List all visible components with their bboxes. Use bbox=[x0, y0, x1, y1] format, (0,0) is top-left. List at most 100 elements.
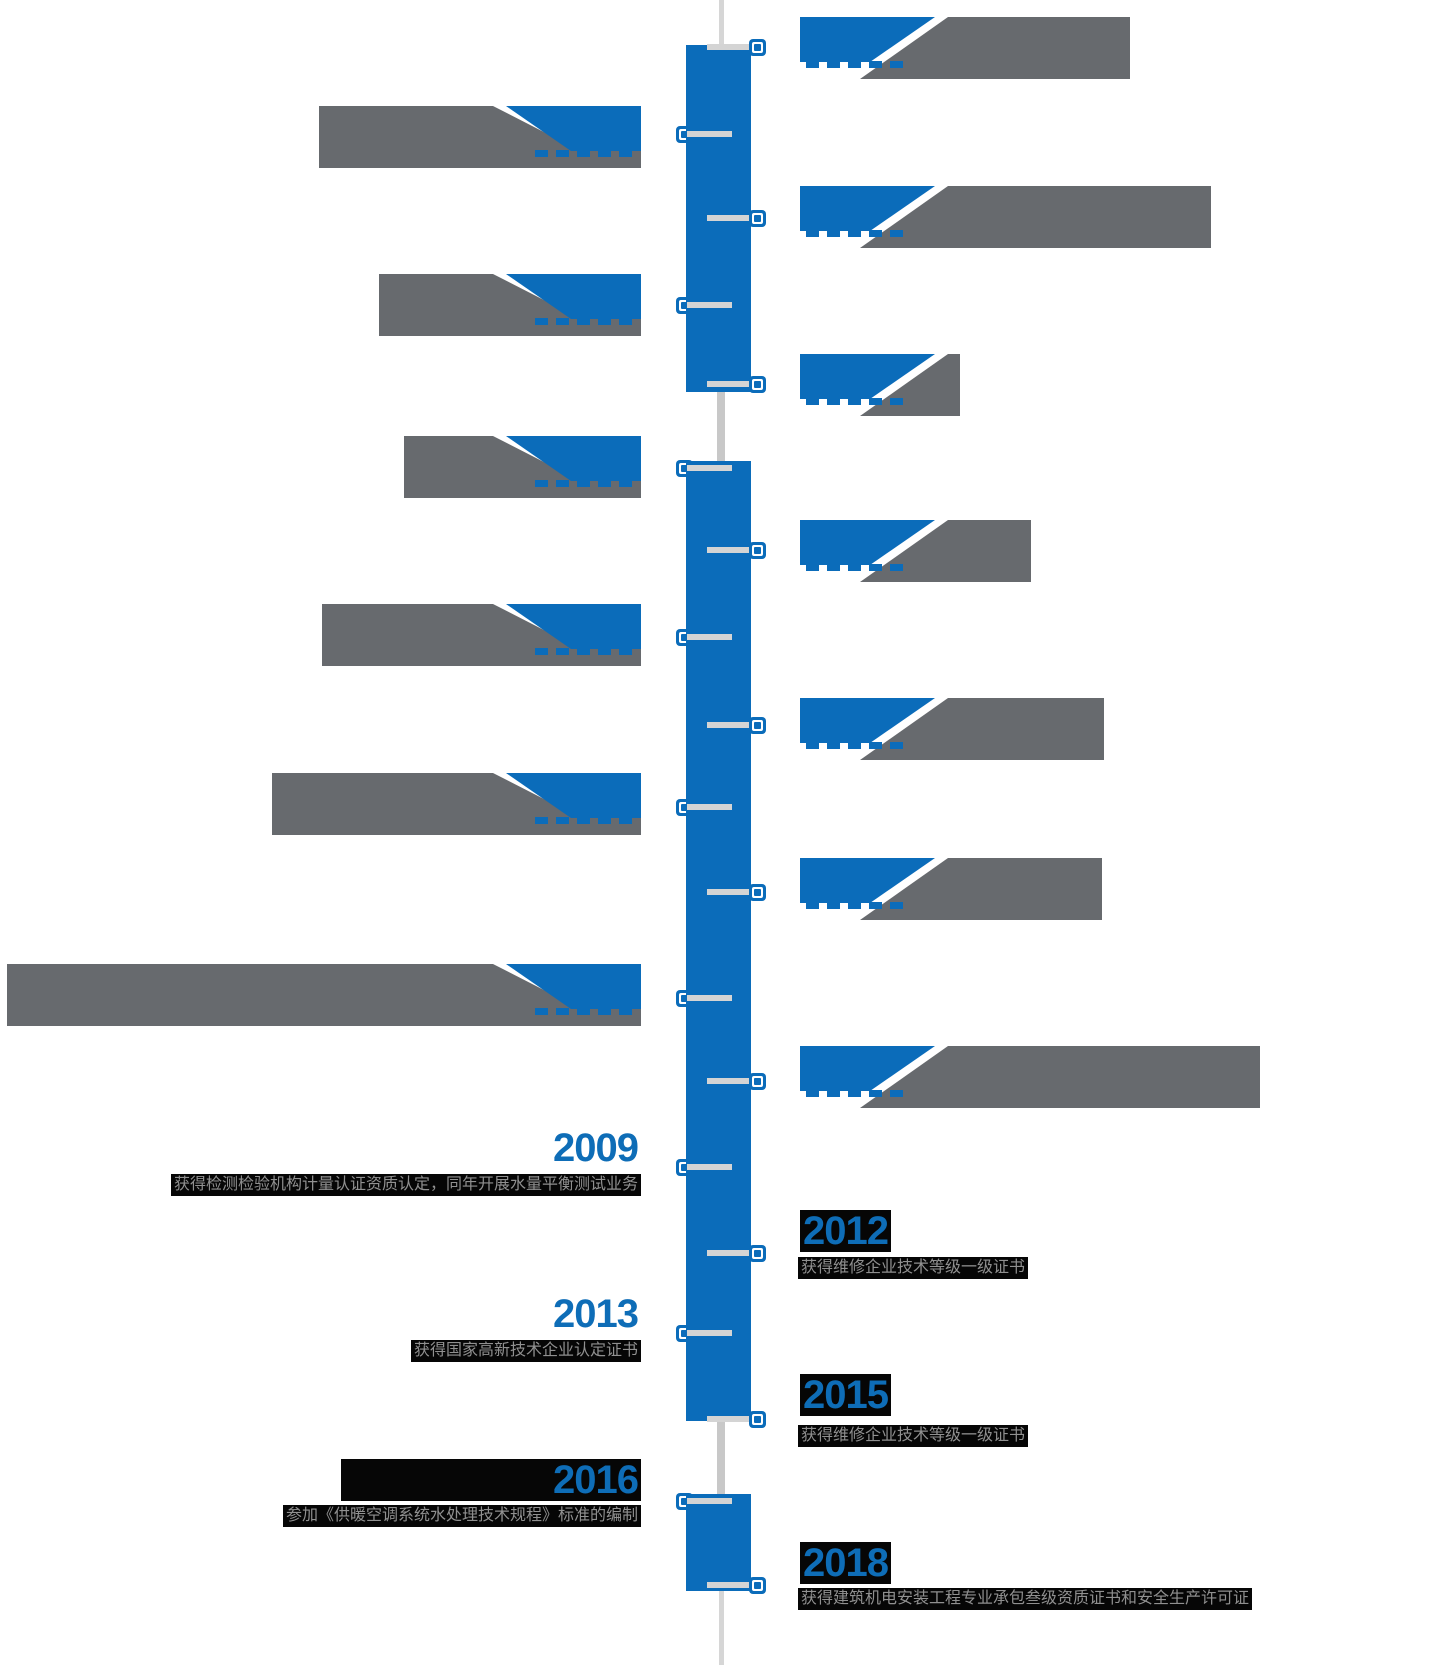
event-tick bbox=[687, 131, 732, 137]
event-tick bbox=[707, 889, 752, 895]
event-year-2012: 2012 bbox=[800, 1210, 891, 1252]
event-node-marker bbox=[748, 375, 766, 393]
event-tick bbox=[707, 722, 752, 728]
event-node-marker-core bbox=[680, 994, 688, 1002]
event-description-text: 获得国家高新技术企业认定证书 bbox=[410, 1340, 641, 1362]
covered-entry-year-fragment bbox=[806, 564, 906, 571]
event-node-marker-core bbox=[680, 1497, 688, 1505]
event-node-marker-ring bbox=[678, 801, 690, 813]
covered-entry-block bbox=[800, 186, 1211, 248]
event-year-2016: 2016 bbox=[341, 1459, 641, 1501]
event-description-text: 参加《供暖空调系统水处理技术规程》标准的编制 bbox=[282, 1505, 641, 1527]
event-node-marker-ring bbox=[678, 128, 690, 140]
event-node-marker-ring bbox=[678, 631, 690, 643]
event-node-marker-core bbox=[680, 1329, 688, 1337]
year-label: 2009 bbox=[553, 1126, 639, 1170]
event-year-2013: 2013 bbox=[550, 1293, 641, 1335]
event-node-marker bbox=[748, 1410, 766, 1428]
event-node-marker bbox=[748, 716, 766, 734]
event-description-text: 获得维修企业技术等级一级证书 bbox=[798, 1425, 1029, 1447]
event-node-marker bbox=[748, 541, 766, 559]
event-tick bbox=[707, 547, 752, 553]
covered-entry-year-fragment bbox=[535, 480, 635, 487]
timeline-bar bbox=[686, 461, 751, 1421]
event-node-marker-core bbox=[753, 1581, 761, 1589]
event-tick bbox=[687, 1330, 732, 1336]
event-node-marker-core bbox=[680, 130, 688, 138]
year-label: 2012 bbox=[800, 1210, 891, 1252]
timeline-gap-line bbox=[717, 1421, 725, 1494]
event-description-2009: 获得检测检验机构计量认证资质认定，同年开展水量平衡测试业务 bbox=[170, 1174, 641, 1196]
event-tick bbox=[707, 44, 752, 50]
event-node-marker-ring bbox=[678, 462, 690, 474]
event-node-marker-core bbox=[680, 464, 688, 472]
event-node-marker-ring bbox=[751, 544, 763, 556]
covered-entry-block bbox=[379, 274, 641, 336]
event-tick bbox=[687, 804, 732, 810]
event-tick bbox=[707, 1416, 752, 1422]
covered-entry-year-fragment bbox=[806, 398, 906, 405]
event-node-marker-ring bbox=[678, 1327, 690, 1339]
event-tick bbox=[687, 634, 732, 640]
covered-entry-block bbox=[7, 964, 641, 1026]
event-description-2015: 获得维修企业技术等级一级证书 bbox=[798, 1425, 1029, 1447]
event-node-marker-core bbox=[680, 633, 688, 641]
covered-entry-year-fragment bbox=[806, 742, 906, 749]
covered-entry-year-fragment bbox=[806, 1090, 906, 1097]
year-label: 2013 bbox=[553, 1292, 639, 1336]
event-node-marker-core bbox=[753, 43, 761, 51]
event-tick bbox=[707, 381, 752, 387]
event-tick bbox=[687, 995, 732, 1001]
event-node-marker bbox=[748, 38, 766, 56]
event-node-marker bbox=[748, 209, 766, 227]
covered-entry-block bbox=[322, 604, 641, 666]
event-tick bbox=[687, 1164, 732, 1170]
timeline-gap-line bbox=[717, 392, 725, 461]
timeline-bar bbox=[686, 1494, 751, 1591]
event-node-marker-core bbox=[753, 721, 761, 729]
event-description-text: 获得建筑机电安装工程专业承包叁级资质证书和安全生产许可证 bbox=[798, 1588, 1253, 1610]
event-description-2013: 获得国家高新技术企业认定证书 bbox=[410, 1340, 641, 1362]
covered-entry-block bbox=[800, 17, 1130, 79]
event-year-2015: 2015 bbox=[800, 1374, 891, 1416]
event-description-2016: 参加《供暖空调系统水处理技术规程》标准的编制 bbox=[282, 1505, 641, 1527]
event-node-marker bbox=[748, 883, 766, 901]
event-node-marker-core bbox=[680, 803, 688, 811]
event-node-marker-core bbox=[753, 380, 761, 388]
event-node-marker-ring bbox=[678, 1161, 690, 1173]
covered-entry-block bbox=[272, 773, 641, 835]
event-description-2012: 获得维修企业技术等级一级证书 bbox=[798, 1257, 1029, 1279]
event-tick bbox=[687, 302, 732, 308]
event-node-marker bbox=[748, 1576, 766, 1594]
event-tick bbox=[707, 215, 752, 221]
event-node-marker-ring bbox=[751, 1075, 763, 1087]
event-tick bbox=[687, 465, 732, 471]
event-description-text: 获得维修企业技术等级一级证书 bbox=[798, 1257, 1029, 1279]
event-tick bbox=[687, 1498, 732, 1504]
event-node-marker-core bbox=[680, 1163, 688, 1171]
covered-entry-year-fragment bbox=[535, 1008, 635, 1015]
event-year-2009: 2009 bbox=[550, 1127, 641, 1169]
event-node-marker bbox=[748, 1244, 766, 1262]
covered-entry-block bbox=[800, 698, 1104, 760]
year-label: 2018 bbox=[800, 1542, 891, 1584]
event-node-marker bbox=[748, 1072, 766, 1090]
event-tick bbox=[707, 1078, 752, 1084]
covered-entry-year-fragment bbox=[806, 230, 906, 237]
event-node-marker-core bbox=[753, 546, 761, 554]
event-description-text: 获得检测检验机构计量认证资质认定，同年开展水量平衡测试业务 bbox=[170, 1174, 641, 1196]
event-node-marker-ring bbox=[751, 212, 763, 224]
event-node-marker-core bbox=[680, 301, 688, 309]
event-node-marker-ring bbox=[751, 886, 763, 898]
event-node-marker-ring bbox=[751, 1247, 763, 1259]
year-label: 2015 bbox=[800, 1374, 891, 1416]
event-year-2018: 2018 bbox=[800, 1542, 891, 1584]
covered-entry-year-fragment bbox=[806, 902, 906, 909]
event-tick bbox=[707, 1250, 752, 1256]
covered-entry-block bbox=[800, 520, 1031, 582]
event-node-marker-core bbox=[753, 888, 761, 896]
covered-entry-year-fragment bbox=[535, 648, 635, 655]
event-tick bbox=[707, 1582, 752, 1588]
year-label: 2016 bbox=[341, 1459, 641, 1501]
